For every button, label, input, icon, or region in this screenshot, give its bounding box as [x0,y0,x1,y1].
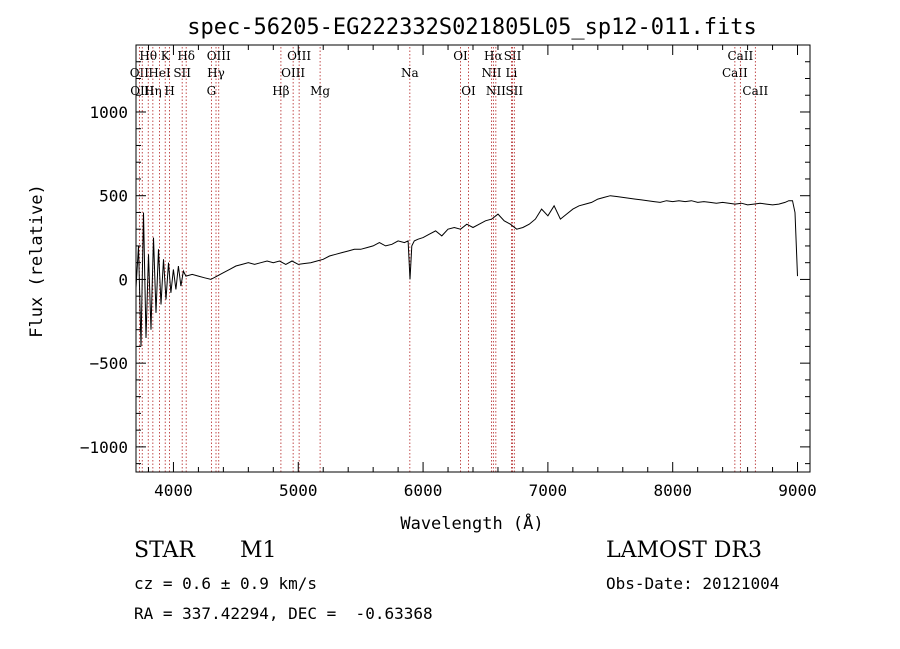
line-marker-label: Hη [144,84,162,98]
object-subclass: M1 [240,538,277,563]
line-marker-label: Hα [484,49,503,63]
line-marker-label: OI [453,49,468,63]
y-axis-label: Flux (relative) [27,184,47,338]
y-tick-label: −500 [89,354,128,373]
y-tick-label: −1000 [80,438,128,457]
line-marker-label: Mg [310,84,330,98]
line-marker-label: SII [173,66,191,80]
x-tick-label: 7000 [529,481,568,500]
line-marker-label: Hβ [272,84,289,98]
survey-name: LAMOST DR3 [606,538,762,563]
line-marker-label: OII [130,66,150,80]
plot-frame [135,44,811,473]
ra-dec-coordinates: RA = 337.42294, DEC = -0.63368 [134,604,433,623]
x-tick-label: 9000 [778,481,817,500]
y-tick-label: 0 [118,270,128,289]
line-marker-label: CaII [722,66,748,80]
x-tick-label: 5000 [279,481,318,500]
line-marker-label: Hγ [207,66,225,80]
line-marker-label: Hδ [177,49,195,63]
line-marker-label: OIII [281,66,305,80]
line-marker-label: SII [504,49,522,63]
line-marker-label: OIII [207,49,231,63]
line-marker-label: Li [506,66,518,80]
line-marker-label: CaII [742,84,768,98]
y-tick-label: 1000 [89,103,128,122]
x-axis-label: Wavelength (Å) [400,512,543,534]
line-marker-label: SII [505,84,523,98]
line-marker-label: NII [481,66,501,80]
line-marker-label: G [207,84,217,98]
x-tick-label: 4000 [154,481,193,500]
line-marker-label: NII [486,84,506,98]
observation-date: Obs-Date: 20121004 [606,574,780,593]
emission-line-marks: OIIOIIIHθHηHeIKHSIIHδGHγOIIIHβOIIIOIIIMg… [130,47,768,472]
line-marker-label: Na [401,66,419,80]
line-marker-label: CaII [727,49,753,63]
line-marker-label: Hθ [139,49,157,63]
chart-title: spec-56205-EG222332S021805L05_sp12-011.f… [187,15,757,40]
x-tick-label: 6000 [404,481,443,500]
object-class: STAR [134,538,195,563]
line-marker-label: K [161,49,171,63]
line-marker-label: HeI [148,66,171,80]
line-marker-label: OI [461,84,476,98]
line-marker-label: H [164,84,174,98]
y-tick-label: 500 [99,187,128,206]
axis-ticks: 4000 5000 6000 7000 8000 9000 −1000 −500 0 500 100… [80,45,817,500]
line-marker-label: OIII [287,49,311,63]
spectrum-line [135,195,798,347]
redshift-cz: cz = 0.6 ± 0.9 km/s [134,574,318,593]
x-tick-label: 8000 [653,481,692,500]
